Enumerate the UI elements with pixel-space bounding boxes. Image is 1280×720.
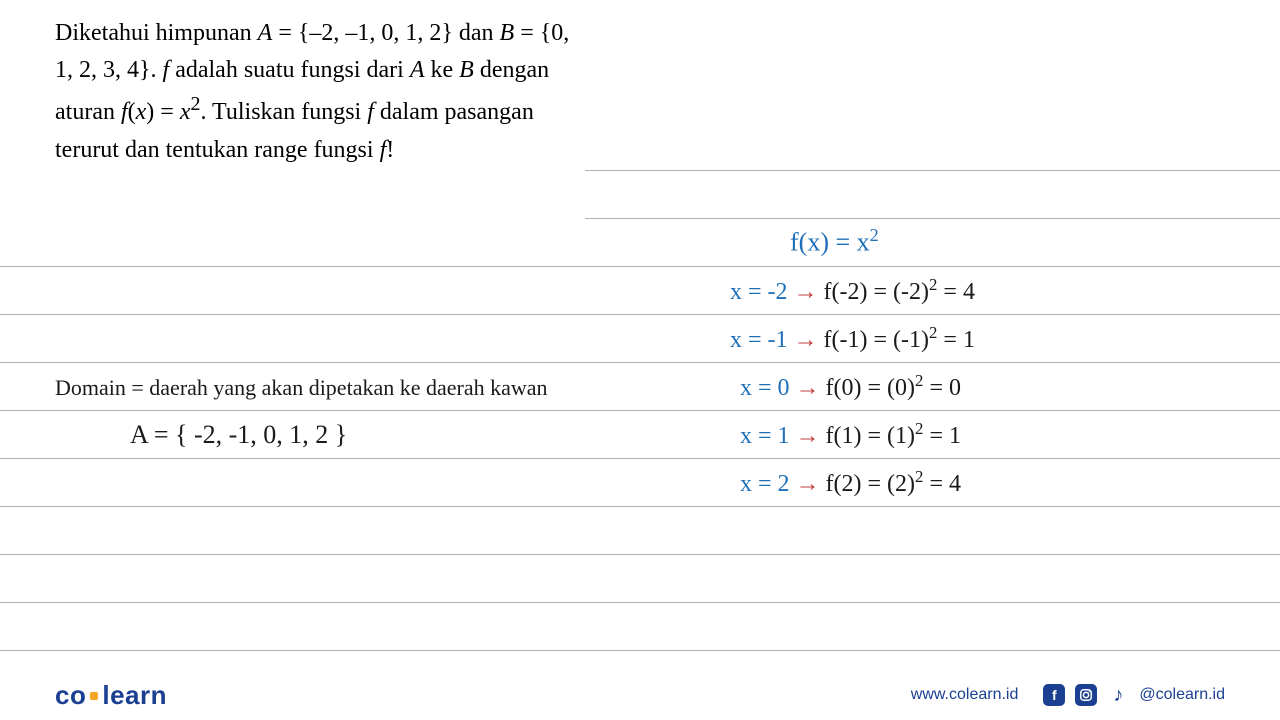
handwritten-segment: f(-1) = (-1) bbox=[824, 327, 929, 353]
problem-text: Diketahui himpunan A = {–2, –1, 0, 1, 2}… bbox=[55, 15, 575, 169]
rule-line bbox=[0, 650, 1280, 651]
handwritten-line: Domain = daerah yang akan dipetakan ke d… bbox=[55, 375, 548, 401]
handwritten-segment: → bbox=[794, 279, 824, 305]
rule-line bbox=[585, 218, 1280, 219]
handwritten-line: x = 2 → f(2) = (2)2 = 4 bbox=[740, 467, 961, 498]
logo-co: co bbox=[55, 680, 86, 710]
handwritten-line: x = -1 → f(-1) = (-1)2 = 1 bbox=[730, 323, 975, 354]
handwritten-segment: x = -1 bbox=[730, 327, 794, 353]
handwritten-segment: → bbox=[796, 375, 826, 401]
tiktok-icon: ♪ bbox=[1107, 684, 1129, 706]
handwritten-line: x = -2 → f(-2) = (-2)2 = 4 bbox=[730, 275, 975, 306]
rule-line bbox=[0, 458, 1280, 459]
handwritten-segment: Domain = daerah yang akan dipetakan ke d… bbox=[55, 375, 548, 400]
handwritten-segment: 2 bbox=[870, 225, 879, 245]
handwritten-segment: = 1 bbox=[937, 327, 975, 353]
handwritten-segment: → bbox=[796, 471, 826, 497]
handwritten-segment: x = 0 bbox=[740, 375, 796, 401]
facebook-icon: f bbox=[1043, 684, 1065, 706]
social-handle: @colearn.id bbox=[1139, 686, 1225, 704]
handwritten-line: x = 0 → f(0) = (0)2 = 0 bbox=[740, 371, 961, 402]
footer-bar: co learn www.colearn.id f ♪ @colearn.id bbox=[0, 670, 1280, 720]
handwritten-segment: → bbox=[796, 423, 826, 449]
rule-line bbox=[0, 506, 1280, 507]
handwritten-segment: f(x) = x bbox=[790, 228, 870, 257]
handwritten-line: f(x) = x2 bbox=[790, 225, 879, 258]
brand-logo: co learn bbox=[55, 680, 167, 711]
logo-learn: learn bbox=[102, 680, 167, 710]
rule-line bbox=[0, 554, 1280, 555]
instagram-icon bbox=[1075, 684, 1097, 706]
handwritten-segment: = 4 bbox=[923, 471, 961, 497]
rule-line bbox=[0, 410, 1280, 411]
handwritten-segment: f(1) = (1) bbox=[826, 423, 916, 449]
rule-line bbox=[0, 362, 1280, 363]
handwritten-segment: f(2) = (2) bbox=[826, 471, 916, 497]
handwritten-segment: = 0 bbox=[923, 375, 961, 401]
handwritten-segment: = 1 bbox=[923, 423, 961, 449]
logo-dot bbox=[90, 692, 98, 700]
handwritten-line: A = { -2, -1, 0, 1, 2 } bbox=[130, 420, 347, 450]
site-url: www.colearn.id bbox=[911, 686, 1019, 704]
rule-line bbox=[0, 314, 1280, 315]
handwritten-segment: x = 2 bbox=[740, 471, 796, 497]
handwritten-segment: A = { -2, -1, 0, 1, 2 } bbox=[130, 420, 347, 449]
handwritten-segment: = 4 bbox=[937, 279, 975, 305]
handwritten-segment: x = 1 bbox=[740, 423, 796, 449]
handwritten-line: x = 1 → f(1) = (1)2 = 1 bbox=[740, 419, 961, 450]
rule-line bbox=[0, 602, 1280, 603]
handwritten-segment: f(0) = (0) bbox=[826, 375, 916, 401]
rule-line bbox=[585, 170, 1280, 171]
rule-line bbox=[0, 266, 1280, 267]
handwritten-segment: x = -2 bbox=[730, 279, 794, 305]
handwritten-segment: f(-2) = (-2) bbox=[824, 279, 929, 305]
handwritten-segment: → bbox=[794, 327, 824, 353]
